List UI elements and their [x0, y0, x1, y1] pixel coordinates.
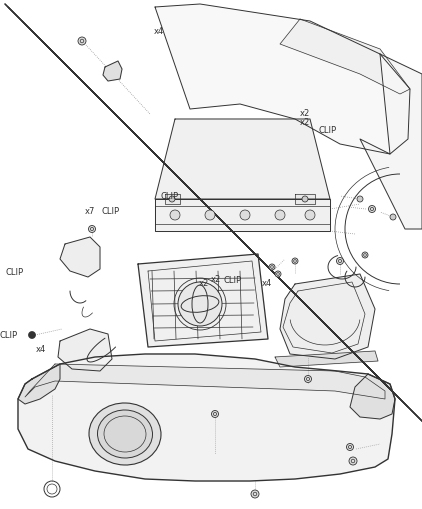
Polygon shape — [103, 62, 122, 82]
Polygon shape — [295, 194, 315, 205]
Text: x2: x2 — [300, 108, 310, 118]
Polygon shape — [60, 238, 100, 277]
Polygon shape — [155, 120, 330, 200]
Circle shape — [178, 282, 222, 326]
Circle shape — [240, 211, 250, 220]
Circle shape — [302, 196, 308, 203]
Text: x2: x2 — [300, 118, 310, 127]
Polygon shape — [18, 354, 395, 481]
Circle shape — [211, 411, 219, 418]
Circle shape — [269, 265, 275, 270]
Circle shape — [275, 271, 281, 277]
Polygon shape — [58, 329, 112, 371]
Text: CLIP: CLIP — [319, 125, 337, 134]
Text: x4: x4 — [36, 344, 46, 353]
Circle shape — [169, 196, 175, 203]
Text: x7: x7 — [84, 207, 95, 216]
Circle shape — [205, 211, 215, 220]
Text: x2: x2 — [211, 274, 221, 284]
Circle shape — [170, 211, 180, 220]
Text: CLIP: CLIP — [0, 331, 18, 340]
Polygon shape — [138, 254, 268, 347]
Text: CLIP: CLIP — [224, 275, 242, 285]
Circle shape — [275, 211, 285, 220]
Text: CLIP: CLIP — [160, 191, 179, 201]
Polygon shape — [280, 274, 375, 359]
Circle shape — [305, 211, 315, 220]
Text: CLIP: CLIP — [101, 207, 119, 216]
Circle shape — [346, 444, 354, 450]
Circle shape — [78, 38, 86, 46]
Text: x4: x4 — [262, 278, 272, 287]
Polygon shape — [155, 5, 410, 155]
Circle shape — [292, 259, 298, 265]
Text: CLIP: CLIP — [5, 268, 23, 277]
Polygon shape — [18, 364, 60, 404]
Polygon shape — [275, 351, 378, 367]
Polygon shape — [360, 55, 422, 230]
Polygon shape — [165, 194, 180, 205]
Polygon shape — [280, 20, 410, 95]
Circle shape — [336, 258, 344, 265]
Circle shape — [390, 215, 396, 220]
Polygon shape — [155, 200, 330, 232]
Ellipse shape — [97, 410, 152, 458]
Text: x2: x2 — [198, 278, 208, 287]
Text: x4: x4 — [154, 27, 164, 36]
Circle shape — [305, 376, 311, 383]
Circle shape — [368, 206, 376, 213]
Circle shape — [349, 457, 357, 465]
Circle shape — [362, 252, 368, 259]
Circle shape — [357, 196, 363, 203]
Ellipse shape — [89, 403, 161, 465]
Circle shape — [89, 226, 95, 233]
Circle shape — [251, 490, 259, 498]
Circle shape — [29, 332, 35, 339]
Polygon shape — [350, 374, 395, 419]
Polygon shape — [25, 364, 385, 399]
